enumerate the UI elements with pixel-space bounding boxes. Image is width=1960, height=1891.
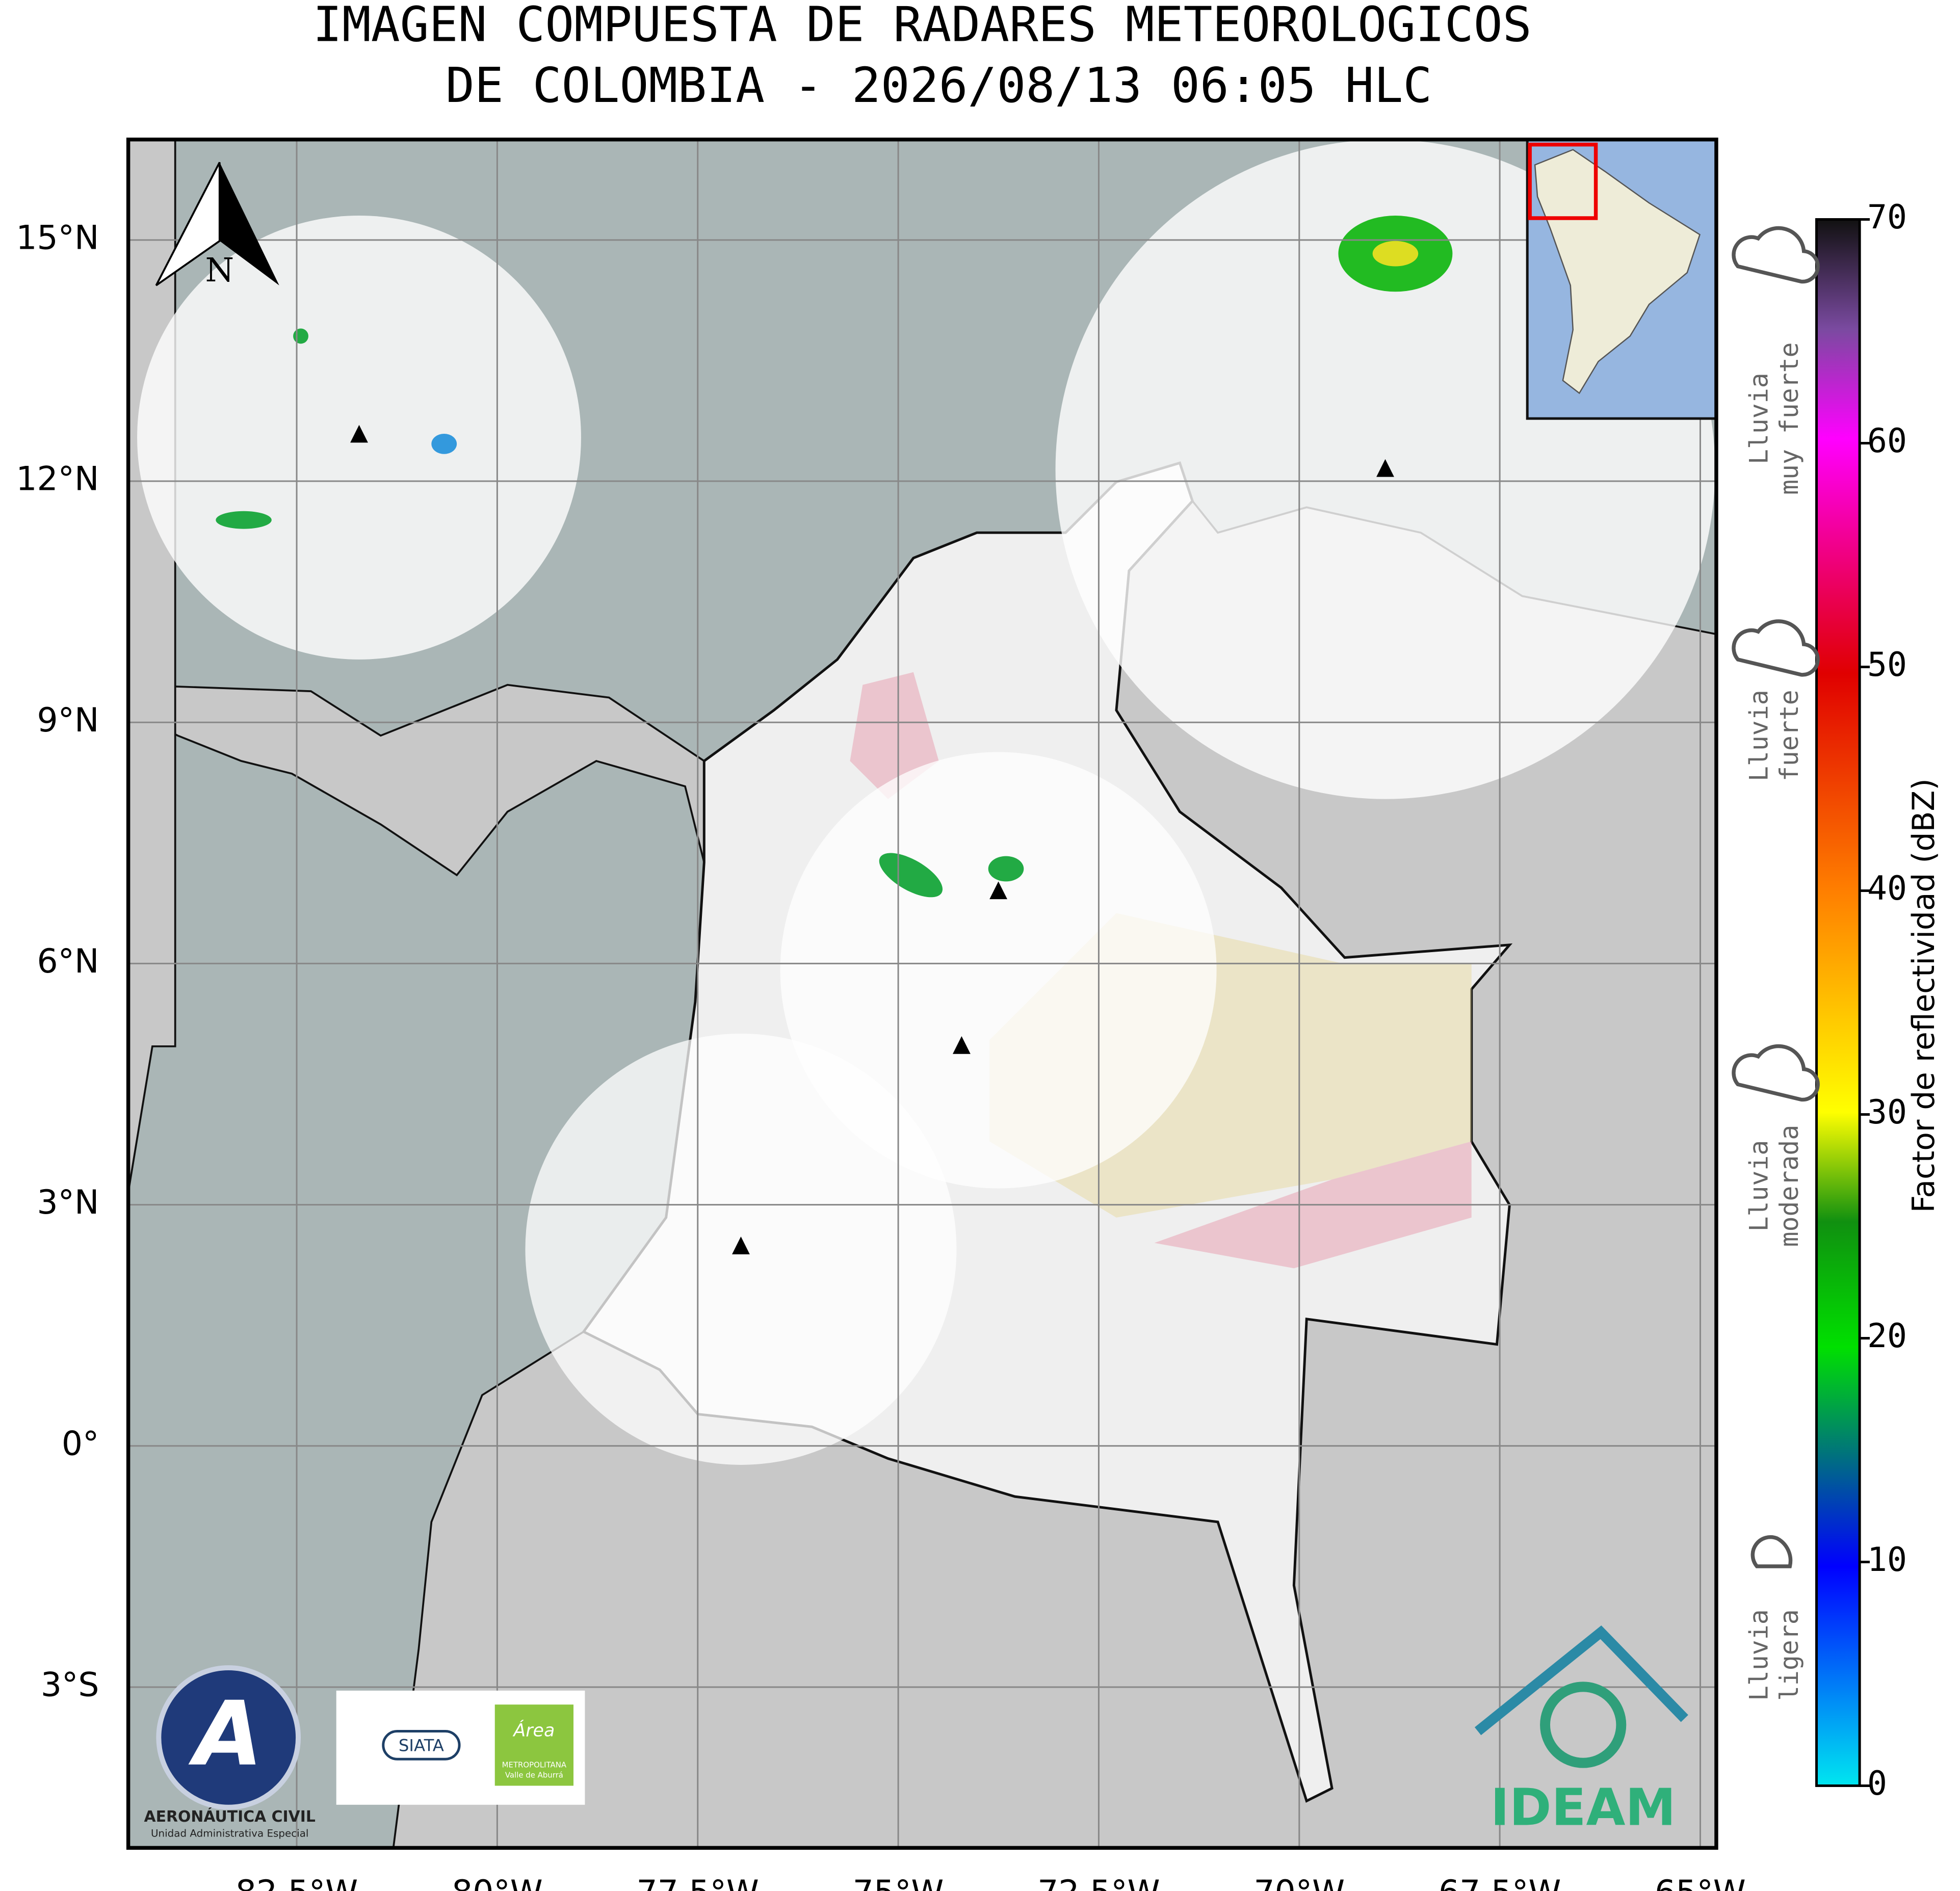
colorbar-tick-label: 20 — [1867, 1317, 1907, 1355]
y-tick-label: 3°S — [41, 1666, 99, 1704]
radar-site — [732, 1237, 750, 1254]
logo-text: AERONÁUTICA CIVIL — [144, 1807, 316, 1826]
y-tick-label: 9°N — [37, 701, 99, 740]
ideam-swirl — [1540, 1682, 1627, 1768]
map-body: N A AERONÁUTICA CIVIL Unidad Administrat… — [126, 137, 1718, 1850]
y-tick-label: 15°N — [16, 219, 99, 257]
rain-level-label: moderada — [1774, 1125, 1804, 1247]
echo — [988, 856, 1024, 882]
colorbar — [1815, 218, 1861, 1787]
colorbar-tick-label: 30 — [1867, 1093, 1907, 1132]
x-tick-label: 77.5°W — [637, 1874, 759, 1891]
area-logo — [494, 1704, 574, 1786]
y-tick-label: 0° — [62, 1425, 99, 1463]
colorbar-tick-label: 60 — [1867, 422, 1907, 460]
y-tick-label: 3°N — [37, 1184, 99, 1222]
x-tick-label: 80°W — [452, 1874, 543, 1891]
x-tick-label: 82.5°W — [236, 1874, 358, 1891]
echo — [1372, 241, 1419, 267]
x-tick-label: 70°W — [1253, 1874, 1345, 1891]
colorbar-tick-label: 70 — [1867, 198, 1907, 237]
map-frame — [126, 137, 1718, 1850]
echo — [216, 511, 272, 529]
radar-site — [953, 1036, 971, 1054]
ideam-roof — [1474, 1625, 1688, 1736]
logo-text: METROPOLITANA — [502, 1761, 567, 1770]
colorbar-label: Factor de reflectividad (dBZ) — [1906, 778, 1942, 1213]
rain-level-label: Lluvia — [1744, 373, 1774, 464]
logos: A AERONÁUTICA CIVIL Unidad Administrativ… — [144, 1625, 1688, 1840]
siata-cloud — [382, 1729, 461, 1761]
radar-echoes — [216, 216, 1453, 898]
logo-text: IDEAM — [1491, 1779, 1676, 1837]
radar-sites — [350, 425, 1394, 1254]
logo-letter: A — [188, 1683, 263, 1786]
rain-level-label: Lluvia — [1744, 1609, 1774, 1701]
colorbar-tick-label: 50 — [1867, 646, 1907, 684]
rain-level-label: muy fuerte — [1774, 342, 1804, 495]
cloud-icon — [1732, 619, 1820, 677]
rain-level-label: fuerte — [1774, 690, 1804, 781]
x-tick-label: 72.5°W — [1037, 1874, 1160, 1891]
rain-icons — [1732, 226, 1820, 1568]
title-line: DE COLOMBIA - 2026/08/13 06:05 HLC — [446, 58, 1432, 114]
inset-map — [1526, 138, 1718, 420]
colorbar-tick-label: 10 — [1867, 1541, 1907, 1579]
y-tick-label: 12°N — [16, 460, 99, 498]
rain-level-label: ligera — [1774, 1609, 1804, 1701]
inset-extent — [1528, 142, 1598, 220]
radar-site — [989, 881, 1007, 900]
logo-text: Unidad Administrativa Especial — [151, 1828, 308, 1840]
grid — [128, 139, 1716, 1848]
logo-text: Área — [512, 1719, 555, 1741]
echo — [431, 433, 457, 454]
colorbar-tick-label: 40 — [1867, 870, 1907, 908]
echo — [293, 328, 308, 344]
radar-site — [1376, 459, 1394, 477]
cloud-icon — [1732, 226, 1820, 284]
colorbar-tick-label: 0 — [1867, 1765, 1887, 1803]
echo — [879, 853, 943, 898]
logo-text: SIATA — [399, 1736, 444, 1755]
x-tick-label: 67.5°W — [1439, 1874, 1561, 1891]
title-line: IMAGEN COMPUESTA DE RADARES METEOROLOGIC… — [313, 0, 1532, 53]
x-tick-label: 75°W — [853, 1874, 944, 1891]
cloud-icon — [1750, 1535, 1793, 1568]
cloud-icon — [1732, 1044, 1820, 1102]
x-tick-label: 65°W — [1655, 1874, 1746, 1891]
aerocivil-logo — [156, 1665, 301, 1810]
radar-site — [350, 425, 368, 443]
north-label: N — [205, 251, 234, 290]
inset-continent — [1534, 149, 1701, 395]
rain-level-label: Lluvia — [1744, 1140, 1774, 1232]
logo-text: Valle de Aburrá — [505, 1771, 563, 1780]
region-shade — [850, 672, 939, 799]
y-tick-label: 6°N — [37, 942, 99, 981]
land — [127, 138, 176, 1193]
rain-level-label: Lluvia — [1744, 690, 1774, 781]
